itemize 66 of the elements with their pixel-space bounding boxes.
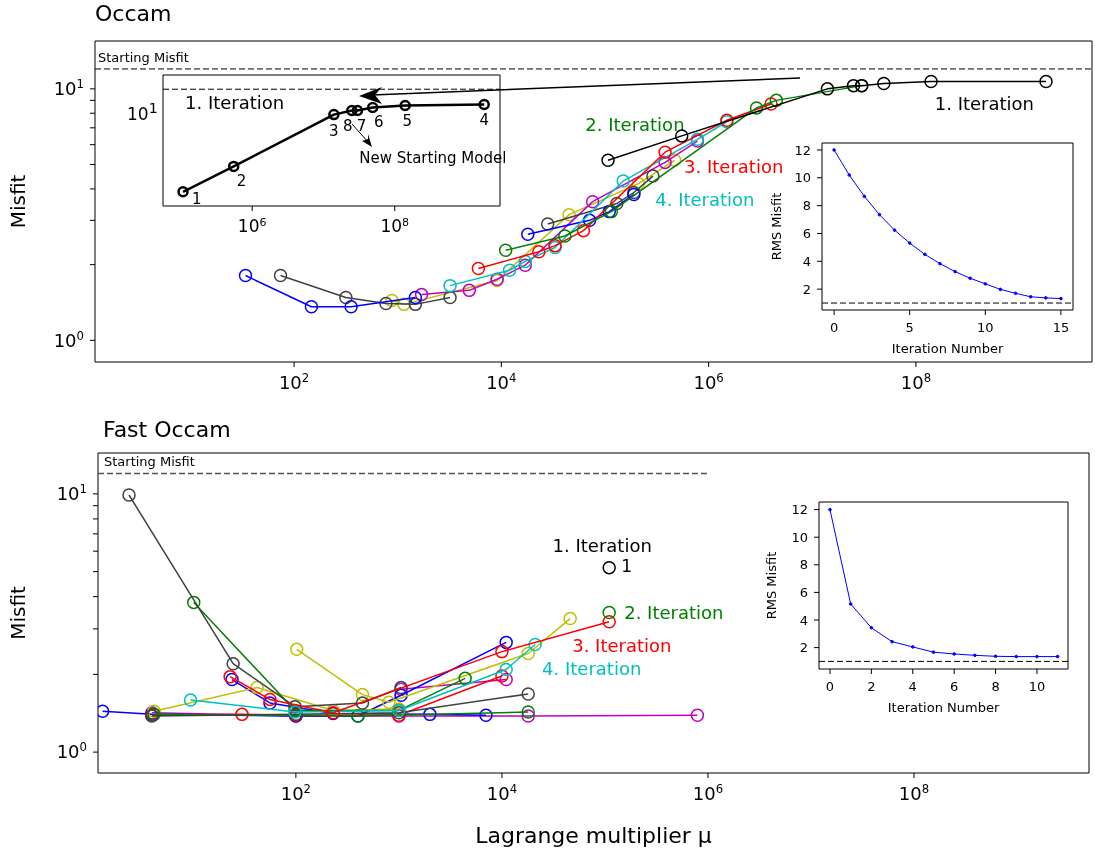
x-tick-label: 5	[905, 320, 914, 335]
x-tick-label: 0	[829, 320, 839, 335]
annotation: 1	[621, 555, 633, 576]
annotation: 4	[479, 111, 489, 130]
y-tick-label: 8	[802, 198, 811, 214]
annotation: Starting Misfit	[104, 454, 195, 469]
annotation: New Starting Model	[359, 148, 507, 167]
annotation: 3	[329, 121, 339, 140]
x-tick-label: 10$^{8}$	[380, 215, 410, 236]
y-tick-label: 12	[791, 502, 808, 518]
series-label: 1. Iteration	[552, 534, 652, 556]
y-tick-label: 10$^{1}$	[53, 77, 84, 100]
y-tick-label: 10	[791, 529, 808, 545]
x-tick-label: 10$^{8}$	[900, 371, 932, 393]
x-tick-label: 10$^{4}$	[486, 782, 518, 804]
annotation: 2	[236, 172, 247, 191]
y-axis-title: RMS Misfit	[768, 192, 784, 261]
series-label: 2. Iteration	[624, 601, 724, 623]
x-axis-title: Iteration Number	[891, 341, 1004, 356]
x-tick-label: 10$^{6}$	[693, 371, 724, 393]
x-tick-label: 2	[867, 679, 876, 694]
x-tick-label: 8	[991, 679, 1000, 694]
chart-title: Fast Occam	[103, 417, 231, 443]
x-tick-label: 10$^{2}$	[280, 782, 312, 804]
annotation: 6	[373, 113, 384, 132]
x-tick-label: 10$^{8}$	[898, 782, 930, 804]
annotation: 5	[402, 112, 412, 131]
series-label: 4. Iteration	[655, 189, 755, 211]
x-tick-label: 10	[1028, 679, 1046, 694]
y-tick-label: 4	[799, 612, 808, 628]
series-label: 4. Iteration	[542, 657, 642, 679]
y-axis-title: Misfit	[6, 586, 31, 640]
x-tick-label: 10$^{6}$	[692, 782, 724, 804]
y-tick-label: 10$^{1}$	[56, 482, 87, 505]
annotation: 8	[343, 116, 353, 135]
series-label: 3. Iteration	[684, 156, 784, 178]
y-tick-label: 10	[794, 170, 811, 186]
x-tick-label: 6	[950, 679, 959, 694]
ref-line-label: Starting Misfit	[98, 49, 189, 65]
x-tick-label: 0	[825, 679, 835, 694]
y-tick-label: 8	[799, 557, 808, 573]
y-tick-label: 2	[799, 640, 808, 656]
y-tick-label: 10$^{0}$	[53, 328, 84, 351]
x-tick-label: 4	[908, 679, 917, 694]
chart-title: Occam	[95, 1, 172, 27]
y-tick-label: 2	[802, 281, 811, 297]
x-tick-label: 15	[1052, 320, 1070, 335]
x-axis-title: Iteration Number	[887, 700, 1000, 715]
annotation: 1. Iteration	[185, 92, 285, 113]
annotation: 10$^{1}$	[127, 100, 158, 124]
y-axis-title: Misfit	[6, 174, 31, 229]
y-axis-title: RMS Misfit	[763, 551, 779, 620]
annotation: 7	[356, 116, 367, 135]
series-label: 2. Iteration	[585, 113, 685, 135]
x-tick-label: 10	[977, 320, 994, 335]
y-tick-label: 12	[794, 142, 811, 158]
y-tick-label: 10$^{0}$	[56, 740, 87, 763]
x-tick-label: 10$^{6}$	[237, 215, 267, 236]
x-tick-label: 10$^{2}$	[278, 371, 310, 393]
x-axis-title: Lagrange multiplier μ	[475, 823, 712, 848]
annotation: 1	[192, 189, 202, 208]
y-tick-label: 6	[799, 584, 808, 600]
series-label: 1. Iteration	[934, 93, 1035, 115]
series-label: 3. Iteration	[572, 634, 672, 656]
y-tick-label: 4	[802, 253, 811, 269]
x-tick-label: 10$^{4}$	[486, 371, 517, 393]
